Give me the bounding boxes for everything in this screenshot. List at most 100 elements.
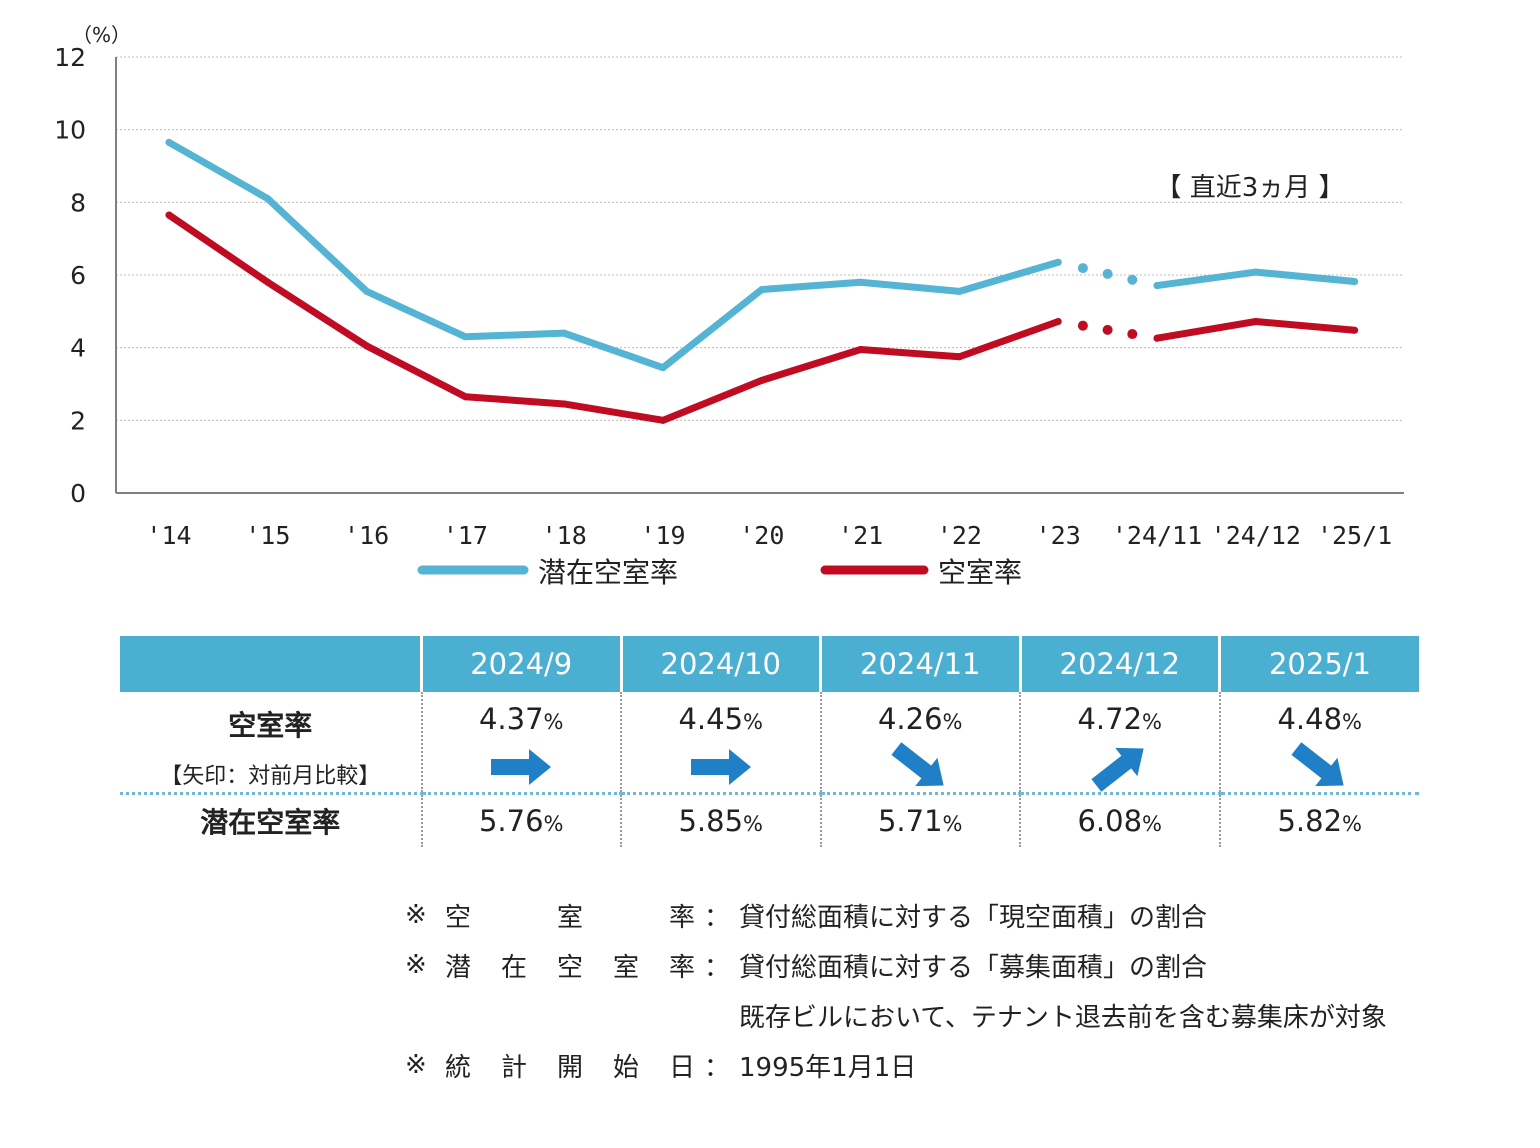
data-point <box>1153 334 1161 342</box>
table-header-row: 2024/9 2024/10 2024/11 2024/12 2025/1 <box>120 636 1419 692</box>
x-tick-label: '24/11 <box>1112 521 1202 550</box>
data-point <box>1054 318 1062 326</box>
header-empty-cell <box>120 636 422 692</box>
header-month: 2024/10 <box>619 636 821 692</box>
data-point <box>363 287 371 295</box>
series-dotted-connector-dot <box>1077 320 1088 331</box>
x-tick-label: '21 <box>838 521 883 550</box>
data-point <box>758 286 766 294</box>
data-point <box>363 342 371 350</box>
footnotes: ※ 空室率 ： 貸付総面積に対する「現空面積」の割合 ※ 潜在空室率 ： 貸付総… <box>405 890 1387 1090</box>
series-line-vacancy <box>165 211 1062 424</box>
note-label: 空室率 <box>445 902 695 933</box>
y-tick-label: 6 <box>70 261 86 290</box>
note-text: 既存ビルにおいて、テナント退去前を含む募集床が対象 <box>739 1002 1387 1033</box>
data-point <box>1252 268 1260 276</box>
data-point <box>857 345 865 353</box>
x-tick-label: '19 <box>640 521 685 550</box>
y-tick-label: 8 <box>70 188 86 217</box>
vacancy-row-label: 空室率 <box>228 709 313 742</box>
vacancy-value: 4.26% <box>877 702 963 736</box>
data-point <box>1351 326 1359 334</box>
vacancy-table: 2024/9 2024/10 2024/11 2024/12 2025/1 空室… <box>120 636 1419 847</box>
latent-value: 5.76% <box>478 804 564 838</box>
header-month: 2024/12 <box>1018 636 1220 692</box>
latent-value: 5.82% <box>1277 804 1363 838</box>
note-text: 貸付総面積に対する「現空面積」の割合 <box>739 902 1208 933</box>
vacancy-row-header: 空室率 【矢印：対前月比較】 <box>120 692 422 794</box>
series-dotted-connector-dot <box>1127 274 1138 285</box>
down-right-arrow-icon <box>1285 742 1355 792</box>
x-tick-label: '25/1 <box>1317 521 1392 550</box>
note-vacancy: ※ 空室率 ： 貸付総面積に対する「現空面積」の割合 <box>405 890 1387 940</box>
vacancy-value: 4.45% <box>678 702 764 736</box>
arrow-note: 【矢印：対前月比較】 <box>160 764 381 789</box>
legend-label-latent: 潜在空室率 <box>538 556 678 589</box>
data-point <box>165 138 173 146</box>
data-point <box>758 376 766 384</box>
right-arrow-icon <box>686 742 756 792</box>
latent-cell: 5.76% <box>420 792 621 847</box>
data-point <box>1054 258 1062 266</box>
note-start-date: ※ 統計開始日 ： 1995年1月1日 <box>405 1040 1387 1090</box>
header-month: 2025/1 <box>1218 636 1419 692</box>
latent-cell: 5.82% <box>1218 792 1419 847</box>
data-point <box>659 364 667 372</box>
latent-row-header: 潜在空室率 <box>120 792 422 847</box>
data-point <box>1153 282 1161 290</box>
note-latent: ※ 潜在空室率 ： 貸付総面積に対する「募集面積」の割合 <box>405 940 1387 990</box>
x-tick-label: '22 <box>937 521 982 550</box>
data-point <box>165 211 173 219</box>
y-unit-label: （%） <box>72 23 131 47</box>
note-label: 潜在空室率 <box>445 952 695 983</box>
note-text: 貸付総面積に対する「募集面積」の割合 <box>739 952 1208 983</box>
vacancy-cell: 4.48% <box>1218 692 1419 794</box>
series-dotted-connector-dot <box>1077 263 1088 274</box>
series-line-latent <box>165 138 1062 372</box>
y-tick-label: 2 <box>70 406 86 435</box>
data-point <box>1351 278 1359 286</box>
y-tick-label: 10 <box>54 116 86 145</box>
vacancy-cell: 4.37% <box>420 692 621 794</box>
data-point <box>659 416 667 424</box>
header-month: 2024/9 <box>420 636 621 692</box>
data-point <box>264 278 272 286</box>
latent-row-label: 潜在空室率 <box>200 806 341 839</box>
y-tick-label: 4 <box>70 334 86 363</box>
vacancy-cell: 4.72% <box>1019 692 1220 794</box>
series-dotted-connector-dot <box>1102 268 1113 279</box>
note-label: 統計開始日 <box>445 1052 695 1083</box>
legend-label-vacancy: 空室率 <box>938 556 1022 589</box>
latent-cell: 5.71% <box>819 792 1020 847</box>
vacancy-value: 4.48% <box>1277 702 1363 736</box>
x-tick-label: '15 <box>245 521 290 550</box>
data-point <box>1252 318 1260 326</box>
header-month: 2024/11 <box>819 636 1020 692</box>
latent-cell: 6.08% <box>1019 792 1220 847</box>
data-point <box>560 400 568 408</box>
down-right-arrow-icon <box>885 742 955 792</box>
vacancy-row: 空室率 【矢印：対前月比較】 4.37% 4.45% 4.26% 4.72% 4… <box>120 692 1419 794</box>
note-text: 1995年1月1日 <box>739 1052 917 1083</box>
x-tick-label: '24/12 <box>1211 521 1301 550</box>
latent-cell: 5.85% <box>620 792 821 847</box>
data-point <box>461 393 469 401</box>
data-point <box>955 353 963 361</box>
series-dotted-connector-dot <box>1127 329 1138 340</box>
x-tick-label: '16 <box>344 521 389 550</box>
right-arrow-icon <box>486 742 556 792</box>
data-point <box>857 278 865 286</box>
x-tick-label: '17 <box>443 521 488 550</box>
x-tick-label: '23 <box>1036 521 1081 550</box>
vacancy-value: 4.37% <box>478 702 564 736</box>
latent-value: 6.08% <box>1077 804 1163 838</box>
x-tick-label: '18 <box>542 521 587 550</box>
y-tick-label: 0 <box>70 479 86 508</box>
x-tick-label: '14 <box>146 521 191 550</box>
vacancy-cell: 4.45% <box>620 692 821 794</box>
latent-value: 5.85% <box>678 804 764 838</box>
data-point <box>955 287 963 295</box>
note-latent-detail: 既存ビルにおいて、テナント退去前を含む募集床が対象 <box>405 990 1387 1040</box>
latent-vacancy-row: 潜在空室率 5.76% 5.85% 5.71% 6.08% 5.82% <box>120 792 1419 847</box>
latent-value: 5.71% <box>877 804 963 838</box>
